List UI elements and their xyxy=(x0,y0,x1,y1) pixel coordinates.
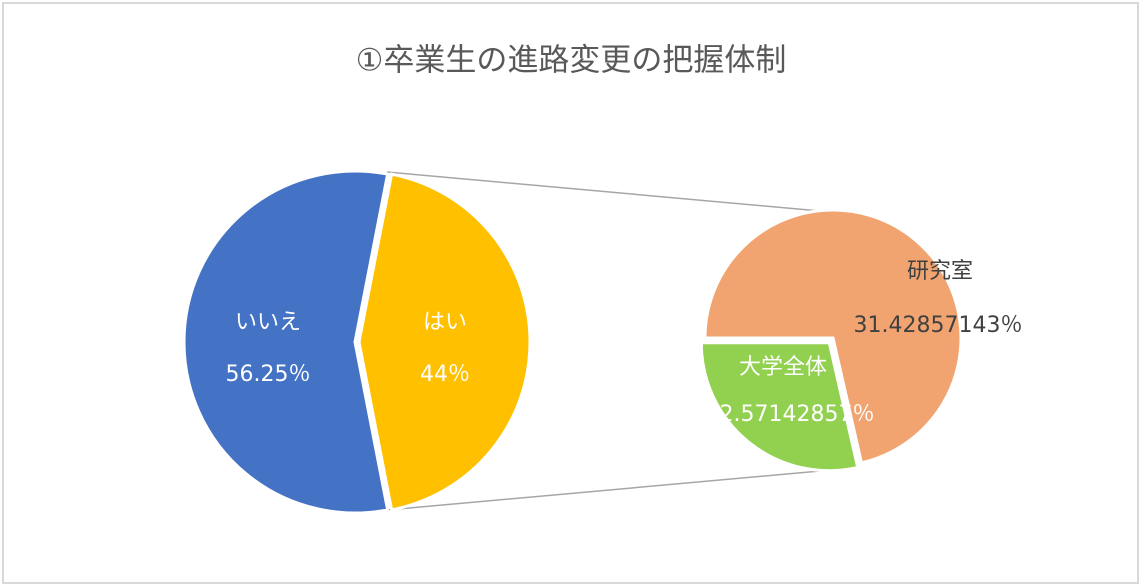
data-label: はい xyxy=(423,310,467,335)
pie-slice xyxy=(357,172,532,512)
data-label: いいえ xyxy=(235,310,301,335)
data-label: 大学全体 xyxy=(739,355,827,380)
pie-slice xyxy=(703,208,963,465)
pie-slice xyxy=(699,341,860,473)
data-label: 12.57142857％ xyxy=(706,402,875,427)
connector-line xyxy=(386,171,821,212)
connector-line xyxy=(386,470,821,511)
data-label: 44％ xyxy=(420,362,470,387)
data-label: 56.25％ xyxy=(226,362,311,387)
pie-slice xyxy=(182,169,390,515)
data-label: 研究室 xyxy=(907,259,973,284)
chart-title: ①卒業生の進路変更の把握体制 xyxy=(356,43,787,79)
data-label: 31.42857143％ xyxy=(854,313,1023,338)
